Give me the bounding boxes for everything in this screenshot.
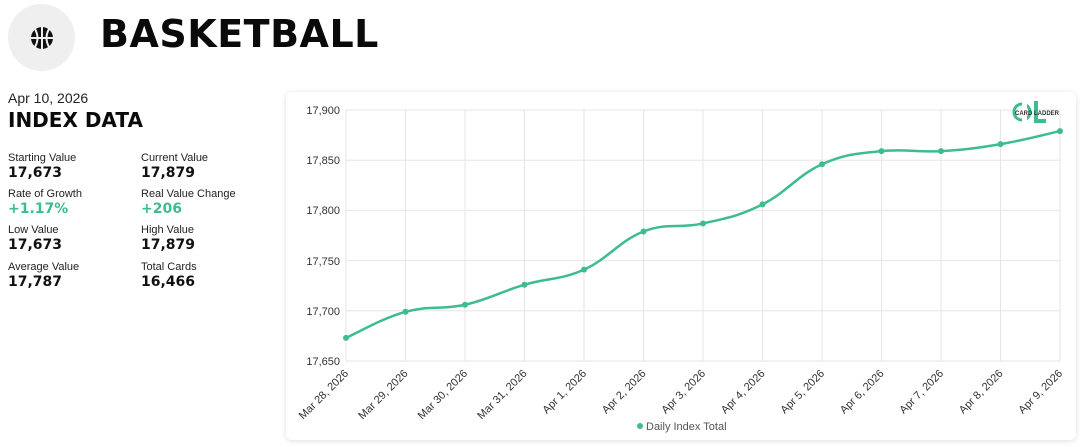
legend-marker: [637, 423, 643, 429]
basketball-logo: [8, 4, 75, 71]
x-axis-ticks: Mar 28, 2026 Mar 29, 2026 Mar 30, 2026 Mar …: [297, 368, 1065, 422]
x-tick-label: Apr 8, 2026: [957, 368, 1006, 417]
stat-value: +206: [141, 201, 182, 217]
x-tick-label: Mar 31, 2026: [475, 368, 529, 422]
stat-label: Current Value: [141, 152, 209, 164]
watermark-text: CARD LADDER: [1015, 111, 1060, 117]
basketball-icon: [30, 26, 53, 49]
x-tick-label: Apr 1, 2026: [540, 368, 589, 417]
x-tick-label: Apr 6, 2026: [838, 368, 887, 417]
stat-current-value: Current Value 17,879: [141, 152, 271, 182]
stat-value: 17,787: [8, 274, 63, 290]
stat-label: Low Value: [8, 224, 59, 236]
stat-low-value: Low Value 17,673: [8, 224, 138, 254]
stat-value: 17,673: [8, 165, 63, 181]
stat-value: 17,879: [141, 165, 196, 181]
stat-label: Real Value Change: [141, 188, 236, 200]
data-point[interactable]: [1057, 128, 1063, 135]
y-tick-label: 17,650: [306, 356, 340, 368]
stat-average-value: Average Value 17,787: [8, 261, 138, 291]
stat-real-value-change: Real Value Change +206: [141, 188, 271, 218]
stat-label: Starting Value: [8, 152, 77, 164]
stat-high-value: High Value 17,879: [141, 224, 271, 254]
x-tick-label: Apr 7, 2026: [897, 368, 946, 417]
data-point[interactable]: [819, 161, 825, 168]
data-point[interactable]: [343, 334, 349, 341]
stat-value: +1.17%: [8, 201, 69, 217]
y-tick-label: 17,700: [306, 306, 340, 318]
series-points: [343, 128, 1063, 341]
stat-value: 17,879: [141, 237, 196, 253]
page-title: BASKETBALL: [100, 12, 379, 56]
data-point[interactable]: [640, 228, 647, 235]
index-date: Apr 10, 2026: [8, 90, 89, 106]
x-tick-label: Apr 5, 2026: [778, 368, 827, 417]
y-tick-label: 17,750: [306, 256, 340, 268]
chart-card: 17,900 17,850 17,800 17,750 17,700 17,65…: [286, 92, 1076, 440]
data-point[interactable]: [878, 148, 885, 155]
data-point[interactable]: [938, 148, 944, 155]
data-point[interactable]: [581, 266, 587, 273]
x-tick-label: Apr 9, 2026: [1016, 368, 1065, 417]
stat-label: Total Cards: [141, 261, 197, 273]
x-tick-label: Apr 3, 2026: [659, 368, 708, 417]
stat-total-cards: Total Cards 16,466: [141, 261, 271, 291]
stat-label: Average Value: [8, 261, 80, 273]
x-tick-label: Mar 29, 2026: [356, 368, 410, 422]
x-tick-label: Mar 28, 2026: [297, 368, 351, 422]
y-tick-label: 17,850: [306, 155, 340, 167]
index-line-chart: 17,900 17,850 17,800 17,750 17,700 17,65…: [297, 101, 1065, 433]
legend-label: Daily Index Total: [646, 421, 727, 433]
chart-legend: Daily Index Total: [637, 421, 727, 433]
chart-grid: [345, 109, 1061, 362]
stat-label: Rate of Growth: [8, 188, 82, 200]
stat-rate-of-growth: Rate of Growth +1.17%: [8, 188, 138, 218]
card-ladder-watermark: CARD LADDER: [1012, 101, 1060, 123]
y-tick-label: 17,900: [306, 105, 340, 117]
stat-value: 16,466: [141, 274, 196, 290]
data-point[interactable]: [700, 220, 706, 227]
data-point[interactable]: [759, 201, 766, 208]
index-data-heading: INDEX DATA: [8, 108, 143, 132]
stat-starting-value: Starting Value 17,673: [8, 152, 138, 182]
stat-value: 17,673: [8, 237, 63, 253]
y-axis-ticks: 17,900 17,850 17,800 17,750 17,700 17,65…: [306, 105, 340, 368]
x-tick-label: Apr 4, 2026: [719, 368, 768, 417]
x-tick-label: Mar 30, 2026: [416, 368, 470, 422]
data-point[interactable]: [521, 281, 528, 288]
x-tick-label: Apr 2, 2026: [600, 368, 649, 417]
data-point[interactable]: [462, 301, 468, 308]
data-point[interactable]: [997, 141, 1004, 148]
y-tick-label: 17,800: [306, 205, 340, 217]
data-point[interactable]: [402, 308, 409, 315]
stat-label: High Value: [141, 224, 194, 236]
